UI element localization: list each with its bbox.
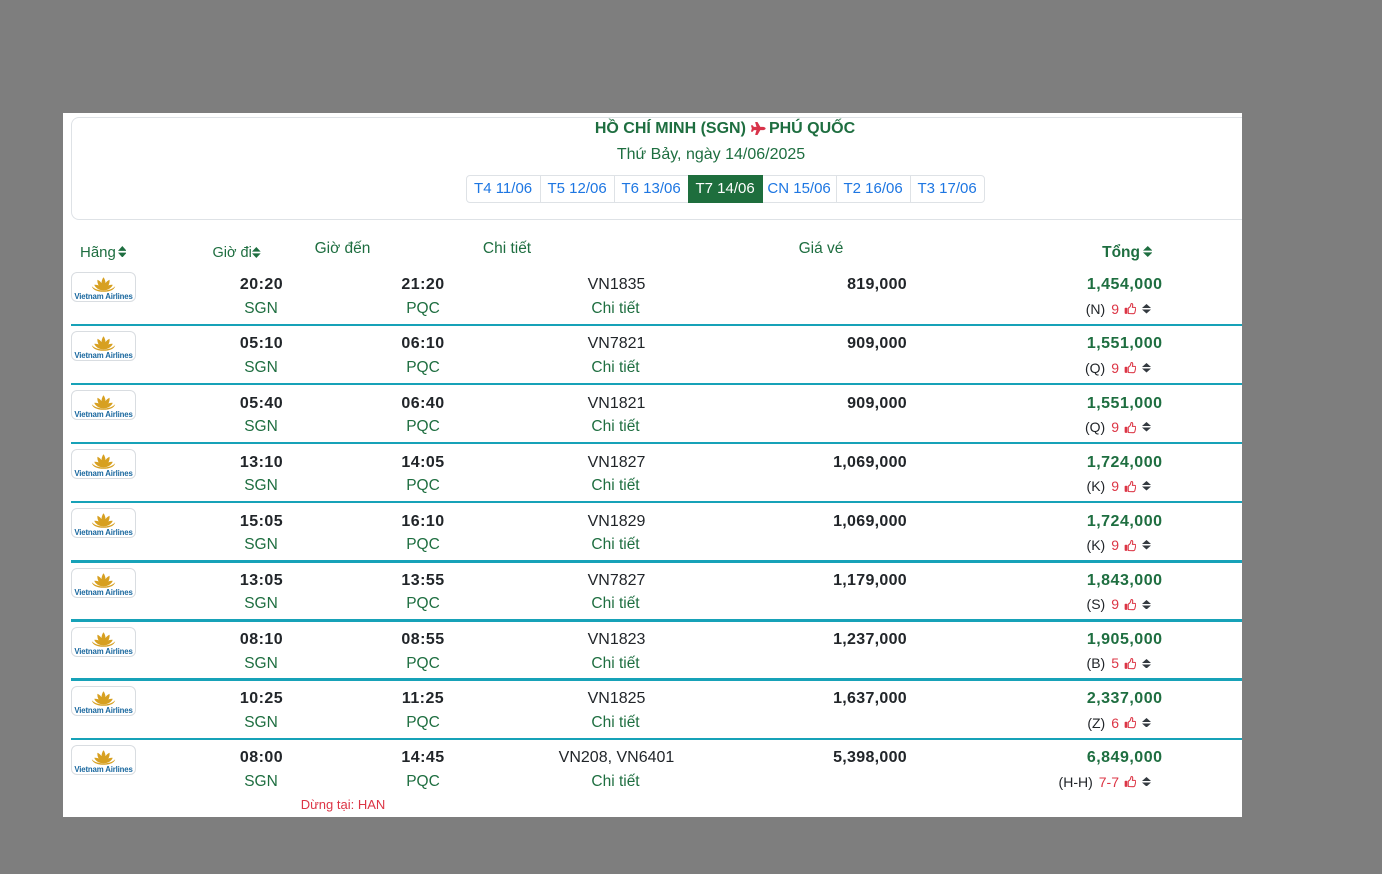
svg-text:Vietnam Airlines: Vietnam Airlines bbox=[74, 588, 133, 597]
svg-text:Vietnam Airlines: Vietnam Airlines bbox=[74, 765, 133, 774]
svg-text:Vietnam Airlines: Vietnam Airlines bbox=[74, 292, 133, 301]
svg-text:Vietnam Airlines: Vietnam Airlines bbox=[74, 410, 133, 419]
svg-text:Vietnam Airlines: Vietnam Airlines bbox=[74, 469, 133, 478]
svg-text:Vietnam Airlines: Vietnam Airlines bbox=[74, 706, 133, 715]
svg-text:Vietnam Airlines: Vietnam Airlines bbox=[74, 528, 133, 537]
svg-text:Vietnam Airlines: Vietnam Airlines bbox=[74, 351, 133, 360]
svg-text:Vietnam Airlines: Vietnam Airlines bbox=[74, 647, 133, 656]
